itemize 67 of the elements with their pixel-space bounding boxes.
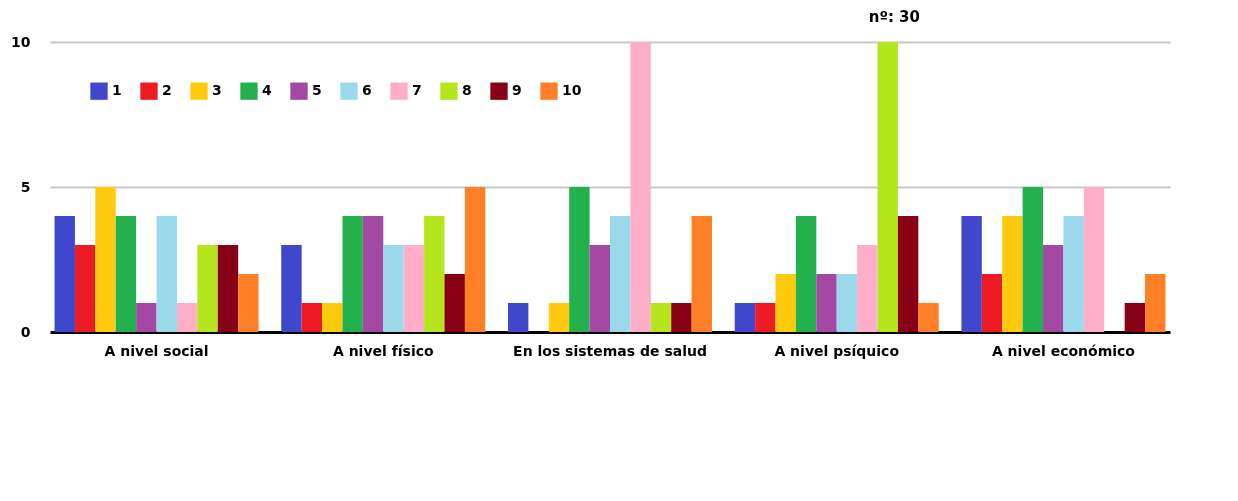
bar xyxy=(362,216,384,332)
bar xyxy=(507,303,529,332)
x-tick-label: En los sistemas de salud xyxy=(513,342,707,359)
bar xyxy=(897,216,919,332)
bar xyxy=(1083,187,1105,332)
bar xyxy=(775,274,796,332)
bar xyxy=(630,42,651,332)
bar xyxy=(734,303,756,332)
text: nº: 30 xyxy=(868,8,920,26)
y-tick-label: 0 xyxy=(20,323,31,340)
x-tick-label: A nivel social xyxy=(104,342,209,359)
bar xyxy=(444,274,465,332)
y-tick-label: 10 xyxy=(11,33,31,50)
bar xyxy=(795,216,817,332)
bar xyxy=(1043,245,1064,332)
bar xyxy=(217,245,239,332)
legend-label: 8 xyxy=(462,82,472,99)
bar xyxy=(424,216,445,332)
legend-label: 1 xyxy=(112,82,122,99)
bar xyxy=(1124,303,1146,332)
x-tick-label: A nivel económico xyxy=(991,342,1136,359)
bar xyxy=(961,216,982,332)
legend-label: 9 xyxy=(512,82,522,99)
bar xyxy=(1002,216,1023,332)
bar xyxy=(589,245,610,332)
bar xyxy=(383,245,404,332)
bar xyxy=(281,245,302,332)
bar xyxy=(95,187,116,332)
bar xyxy=(877,42,898,332)
bar xyxy=(74,245,96,332)
bar xyxy=(342,216,363,332)
legend-label: 5 xyxy=(312,82,322,99)
bar xyxy=(816,274,837,332)
bar xyxy=(650,303,672,332)
bar xyxy=(836,274,858,332)
bar xyxy=(1063,216,1084,332)
bar xyxy=(1145,274,1166,332)
y-tick-label: 5 xyxy=(20,178,31,195)
bar xyxy=(981,274,1003,332)
bar xyxy=(176,303,198,332)
bar xyxy=(301,303,323,332)
bar xyxy=(610,216,631,332)
bar xyxy=(115,216,137,332)
legend-label: 3 xyxy=(212,82,222,99)
legend-label: 6 xyxy=(362,82,372,99)
x-tick-label: A nivel psíquico xyxy=(774,342,900,359)
bar xyxy=(464,187,486,332)
bar xyxy=(918,303,939,332)
bar xyxy=(156,216,177,332)
bar xyxy=(857,245,878,332)
bar xyxy=(691,216,713,332)
bar xyxy=(671,303,692,332)
bar xyxy=(238,274,259,332)
bar xyxy=(54,216,75,332)
bar xyxy=(403,245,425,332)
legend-label: 4 xyxy=(262,82,272,99)
bar xyxy=(197,245,218,332)
bar xyxy=(569,187,590,332)
bar xyxy=(136,303,157,332)
bar xyxy=(322,303,343,332)
legend-label: 7 xyxy=(412,82,422,99)
bar xyxy=(755,303,776,332)
bar xyxy=(548,303,570,332)
bar xyxy=(1022,187,1044,332)
legend-label: 10 xyxy=(562,82,582,99)
legend-label: 2 xyxy=(162,82,172,99)
x-tick-label: A nivel físico xyxy=(332,342,435,359)
